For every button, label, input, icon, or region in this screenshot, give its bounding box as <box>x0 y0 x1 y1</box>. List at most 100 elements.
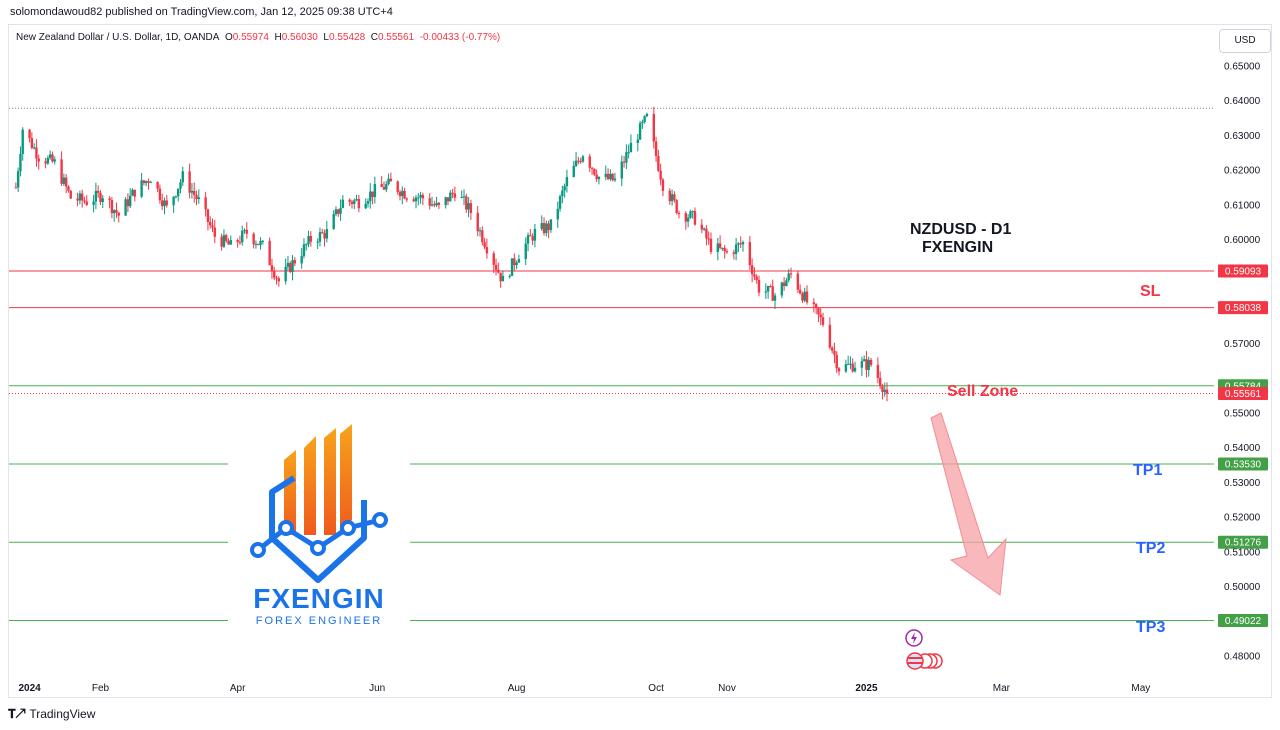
candle-body <box>558 196 562 209</box>
candle-body <box>220 236 223 247</box>
price-tag-1 <box>1218 301 1268 315</box>
candle-body <box>128 195 132 207</box>
candle-body <box>19 153 22 172</box>
candle-body <box>35 147 38 159</box>
price-tick-label: 0.54000 <box>1224 443 1261 454</box>
candle-body <box>325 229 329 239</box>
price-tick-label: 0.53000 <box>1224 478 1261 489</box>
candle-body <box>828 324 832 348</box>
chart-frame[interactable]: NZDUSD - D1 FXENGIN SL Sell Zone TP1 TP2… <box>8 24 1272 698</box>
candle-body <box>94 190 98 202</box>
candle-body <box>595 174 598 180</box>
price-tag-4 <box>1218 457 1268 471</box>
candle-body <box>625 152 628 163</box>
symbol-legend: New Zealand Dollar / U.S. Dollar, 1D, OA… <box>16 32 500 43</box>
time-tick-label: 2025 <box>855 683 878 694</box>
candle-body <box>369 191 372 202</box>
candle-body <box>115 210 118 213</box>
candle-body <box>689 211 692 218</box>
candle-body <box>373 184 377 198</box>
candle-body <box>133 189 136 197</box>
candle-body <box>645 113 649 117</box>
candle-body <box>643 116 646 122</box>
candle-body <box>60 159 63 184</box>
candle-body <box>668 190 672 202</box>
candle-body <box>620 161 623 179</box>
candle-body <box>444 197 447 206</box>
candle-body <box>881 386 884 392</box>
candle-body <box>437 202 441 206</box>
symbol-name: New Zealand Dollar / U.S. Dollar, 1D, OA… <box>16 32 220 43</box>
candle-body <box>181 171 184 183</box>
candle-body <box>817 308 820 315</box>
candle-body <box>814 304 818 309</box>
candle-body <box>96 190 100 193</box>
candle-body <box>44 161 47 164</box>
candle-body <box>435 202 438 206</box>
candle-body <box>305 244 308 246</box>
candle-body <box>691 211 694 213</box>
candle-body <box>529 235 532 237</box>
high-value: 0.56030 <box>281 32 318 43</box>
price-tick-label: 0.51000 <box>1224 547 1261 558</box>
price-tick-label: 0.63000 <box>1224 131 1261 142</box>
candle-body <box>64 177 68 187</box>
candle-body <box>396 181 399 192</box>
candle-body <box>236 240 239 243</box>
candle-body <box>837 368 841 372</box>
candle-body <box>540 223 543 229</box>
candle-body <box>547 223 550 231</box>
candle-body <box>467 203 470 210</box>
candle-body <box>78 193 82 201</box>
candle-body <box>748 242 752 266</box>
candle-body <box>124 199 127 216</box>
candle-body <box>693 211 697 225</box>
candle-body <box>723 247 726 252</box>
candle-body <box>732 252 736 254</box>
tradingview-brand: TradingView <box>29 707 96 721</box>
time-tick-label: May <box>1131 683 1150 694</box>
candle-body <box>229 240 232 245</box>
candle-body <box>179 182 182 189</box>
candle-body <box>353 200 356 204</box>
candle-body <box>62 177 66 184</box>
candle-body <box>787 273 790 281</box>
candle-body <box>273 271 276 278</box>
candle-body <box>542 223 546 234</box>
candle-body <box>158 188 162 201</box>
currency-button[interactable]: USD <box>1219 29 1271 53</box>
candle-body <box>421 194 425 199</box>
candle-body <box>597 176 601 180</box>
candle-body <box>846 363 850 365</box>
candle-body <box>885 389 889 394</box>
candle-body <box>165 200 168 206</box>
candle-body <box>673 194 676 201</box>
candle-body <box>481 230 484 243</box>
candle-body <box>460 197 463 199</box>
close-label: C <box>370 32 378 43</box>
candle-body <box>533 228 537 241</box>
candle-body <box>403 190 406 199</box>
candle-body <box>565 177 569 187</box>
candle-body <box>112 210 116 214</box>
candle-body <box>707 238 710 240</box>
candle-body <box>860 361 864 368</box>
chart-canvas[interactable]: NZDUSD - D1 FXENGIN SL Sell Zone TP1 TP2… <box>9 25 1271 697</box>
candle-body <box>876 364 880 378</box>
fxengin-logo: FXENGIN FOREX ENGINEER <box>228 420 410 635</box>
candle-body <box>30 138 34 148</box>
price-tick-label: 0.60000 <box>1224 235 1261 246</box>
time-tick-label: Feb <box>92 683 110 694</box>
candle-body <box>350 201 354 204</box>
candle-body <box>819 314 822 318</box>
annotations: NZDUSD - D1 FXENGIN SL Sell Zone TP1 TP2… <box>910 221 1165 636</box>
candle-body <box>51 154 54 162</box>
candle-body <box>204 197 207 210</box>
candle-body <box>355 199 358 201</box>
candle-body <box>257 243 260 245</box>
candle-body <box>835 354 838 369</box>
candle-body <box>140 180 143 197</box>
candle-body <box>851 363 854 372</box>
candle-body <box>494 264 498 270</box>
candle-body <box>476 212 479 232</box>
